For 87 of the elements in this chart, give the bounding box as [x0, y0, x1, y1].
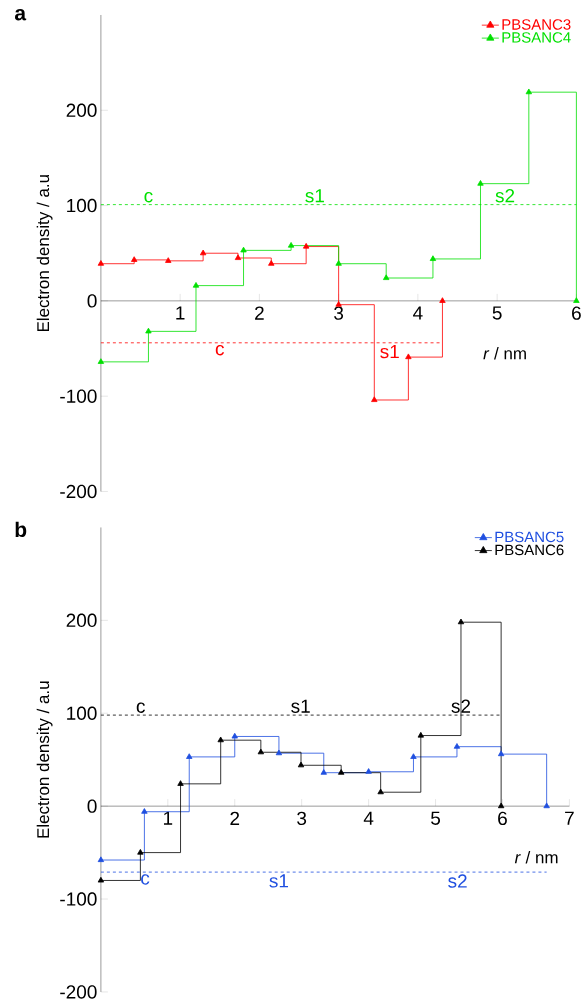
- y-tick-label: 200: [66, 613, 97, 628]
- point: [405, 353, 412, 360]
- point: [192, 282, 200, 288]
- x-axis-title: r / nm: [483, 347, 526, 360]
- annotation: s2: [495, 188, 515, 203]
- legend-label: PBSANC4: [502, 32, 571, 43]
- x-tick-label: 6: [572, 306, 581, 320]
- point: [231, 732, 238, 739]
- x-tick-label: 3: [334, 306, 344, 320]
- x-tick-label: 2: [230, 811, 240, 825]
- point: [335, 260, 342, 266]
- annotation: c: [144, 192, 153, 203]
- y-tick-label: 100: [67, 198, 97, 213]
- y-tick-label: 0: [87, 294, 97, 308]
- annotation: s1: [269, 874, 289, 888]
- annotation: s1: [291, 699, 310, 713]
- text: b: [15, 521, 27, 538]
- annotation: c: [141, 874, 150, 885]
- y-tick-label: -100: [60, 389, 97, 403]
- point: [302, 242, 310, 249]
- point: [137, 849, 144, 855]
- x-tick-label: 1: [163, 811, 173, 825]
- point: [525, 88, 532, 95]
- annotation: c: [215, 345, 225, 356]
- point: [439, 297, 446, 303]
- point: [268, 260, 275, 266]
- point: [234, 254, 242, 260]
- y-axis-title: Electron density / a.u: [36, 175, 53, 332]
- y-tick-label: -200: [60, 985, 97, 999]
- point: [145, 327, 152, 334]
- point: [497, 750, 505, 757]
- point: [377, 788, 384, 795]
- x-tick-label: 6: [498, 811, 507, 826]
- point: [287, 242, 295, 248]
- y-tick-label: 100: [67, 706, 97, 720]
- point: [186, 753, 193, 759]
- point: [97, 260, 105, 266]
- point: [338, 769, 345, 775]
- y-tick-label: -100: [60, 892, 97, 906]
- point: [371, 396, 378, 402]
- point: [543, 802, 550, 809]
- x-tick-label: 3: [297, 811, 307, 826]
- point: [573, 297, 580, 303]
- point: [240, 246, 247, 253]
- point: [457, 618, 465, 625]
- annotation: s1: [305, 189, 324, 203]
- legend-label: PBSANC5: [495, 531, 564, 543]
- point: [383, 274, 390, 280]
- point: [320, 769, 327, 775]
- x-axis-title: r / nm: [514, 851, 558, 864]
- point: [97, 358, 105, 364]
- annotation: s1: [380, 345, 399, 359]
- x-tick-label: 2: [255, 306, 264, 320]
- y-tick-label: 200: [66, 103, 97, 117]
- legend-label: PBSANC6: [495, 544, 564, 556]
- x-tick-label: 5: [492, 306, 502, 320]
- y-tick-label: 0: [87, 799, 97, 813]
- x-tick-label: 4: [363, 811, 374, 825]
- point: [199, 249, 207, 256]
- annotation: s2: [451, 699, 471, 713]
- point: [141, 808, 148, 814]
- point: [275, 749, 283, 756]
- legend-label: PBSANC3: [502, 19, 571, 30]
- point: [365, 768, 372, 774]
- x-tick-label: 1: [176, 306, 185, 320]
- point: [217, 736, 224, 743]
- point: [410, 753, 417, 759]
- point: [177, 780, 184, 786]
- point: [297, 761, 305, 768]
- x-tick-label: 4: [413, 306, 423, 320]
- annotation: s2: [448, 874, 467, 888]
- x-tick-label: 5: [431, 811, 441, 825]
- y-axis-title: Electron density / a.u: [36, 681, 53, 838]
- point: [97, 876, 105, 883]
- x-tick-label: 7: [565, 811, 574, 825]
- point: [165, 257, 172, 263]
- point: [497, 802, 505, 809]
- point: [257, 748, 265, 755]
- annotation: c: [136, 702, 145, 713]
- point: [97, 856, 105, 863]
- point: [453, 743, 461, 749]
- point: [429, 255, 437, 261]
- point: [477, 180, 484, 186]
- point: [131, 256, 138, 262]
- text: a: [14, 8, 27, 21]
- point: [417, 731, 424, 738]
- y-tick-label: -200: [60, 484, 97, 499]
